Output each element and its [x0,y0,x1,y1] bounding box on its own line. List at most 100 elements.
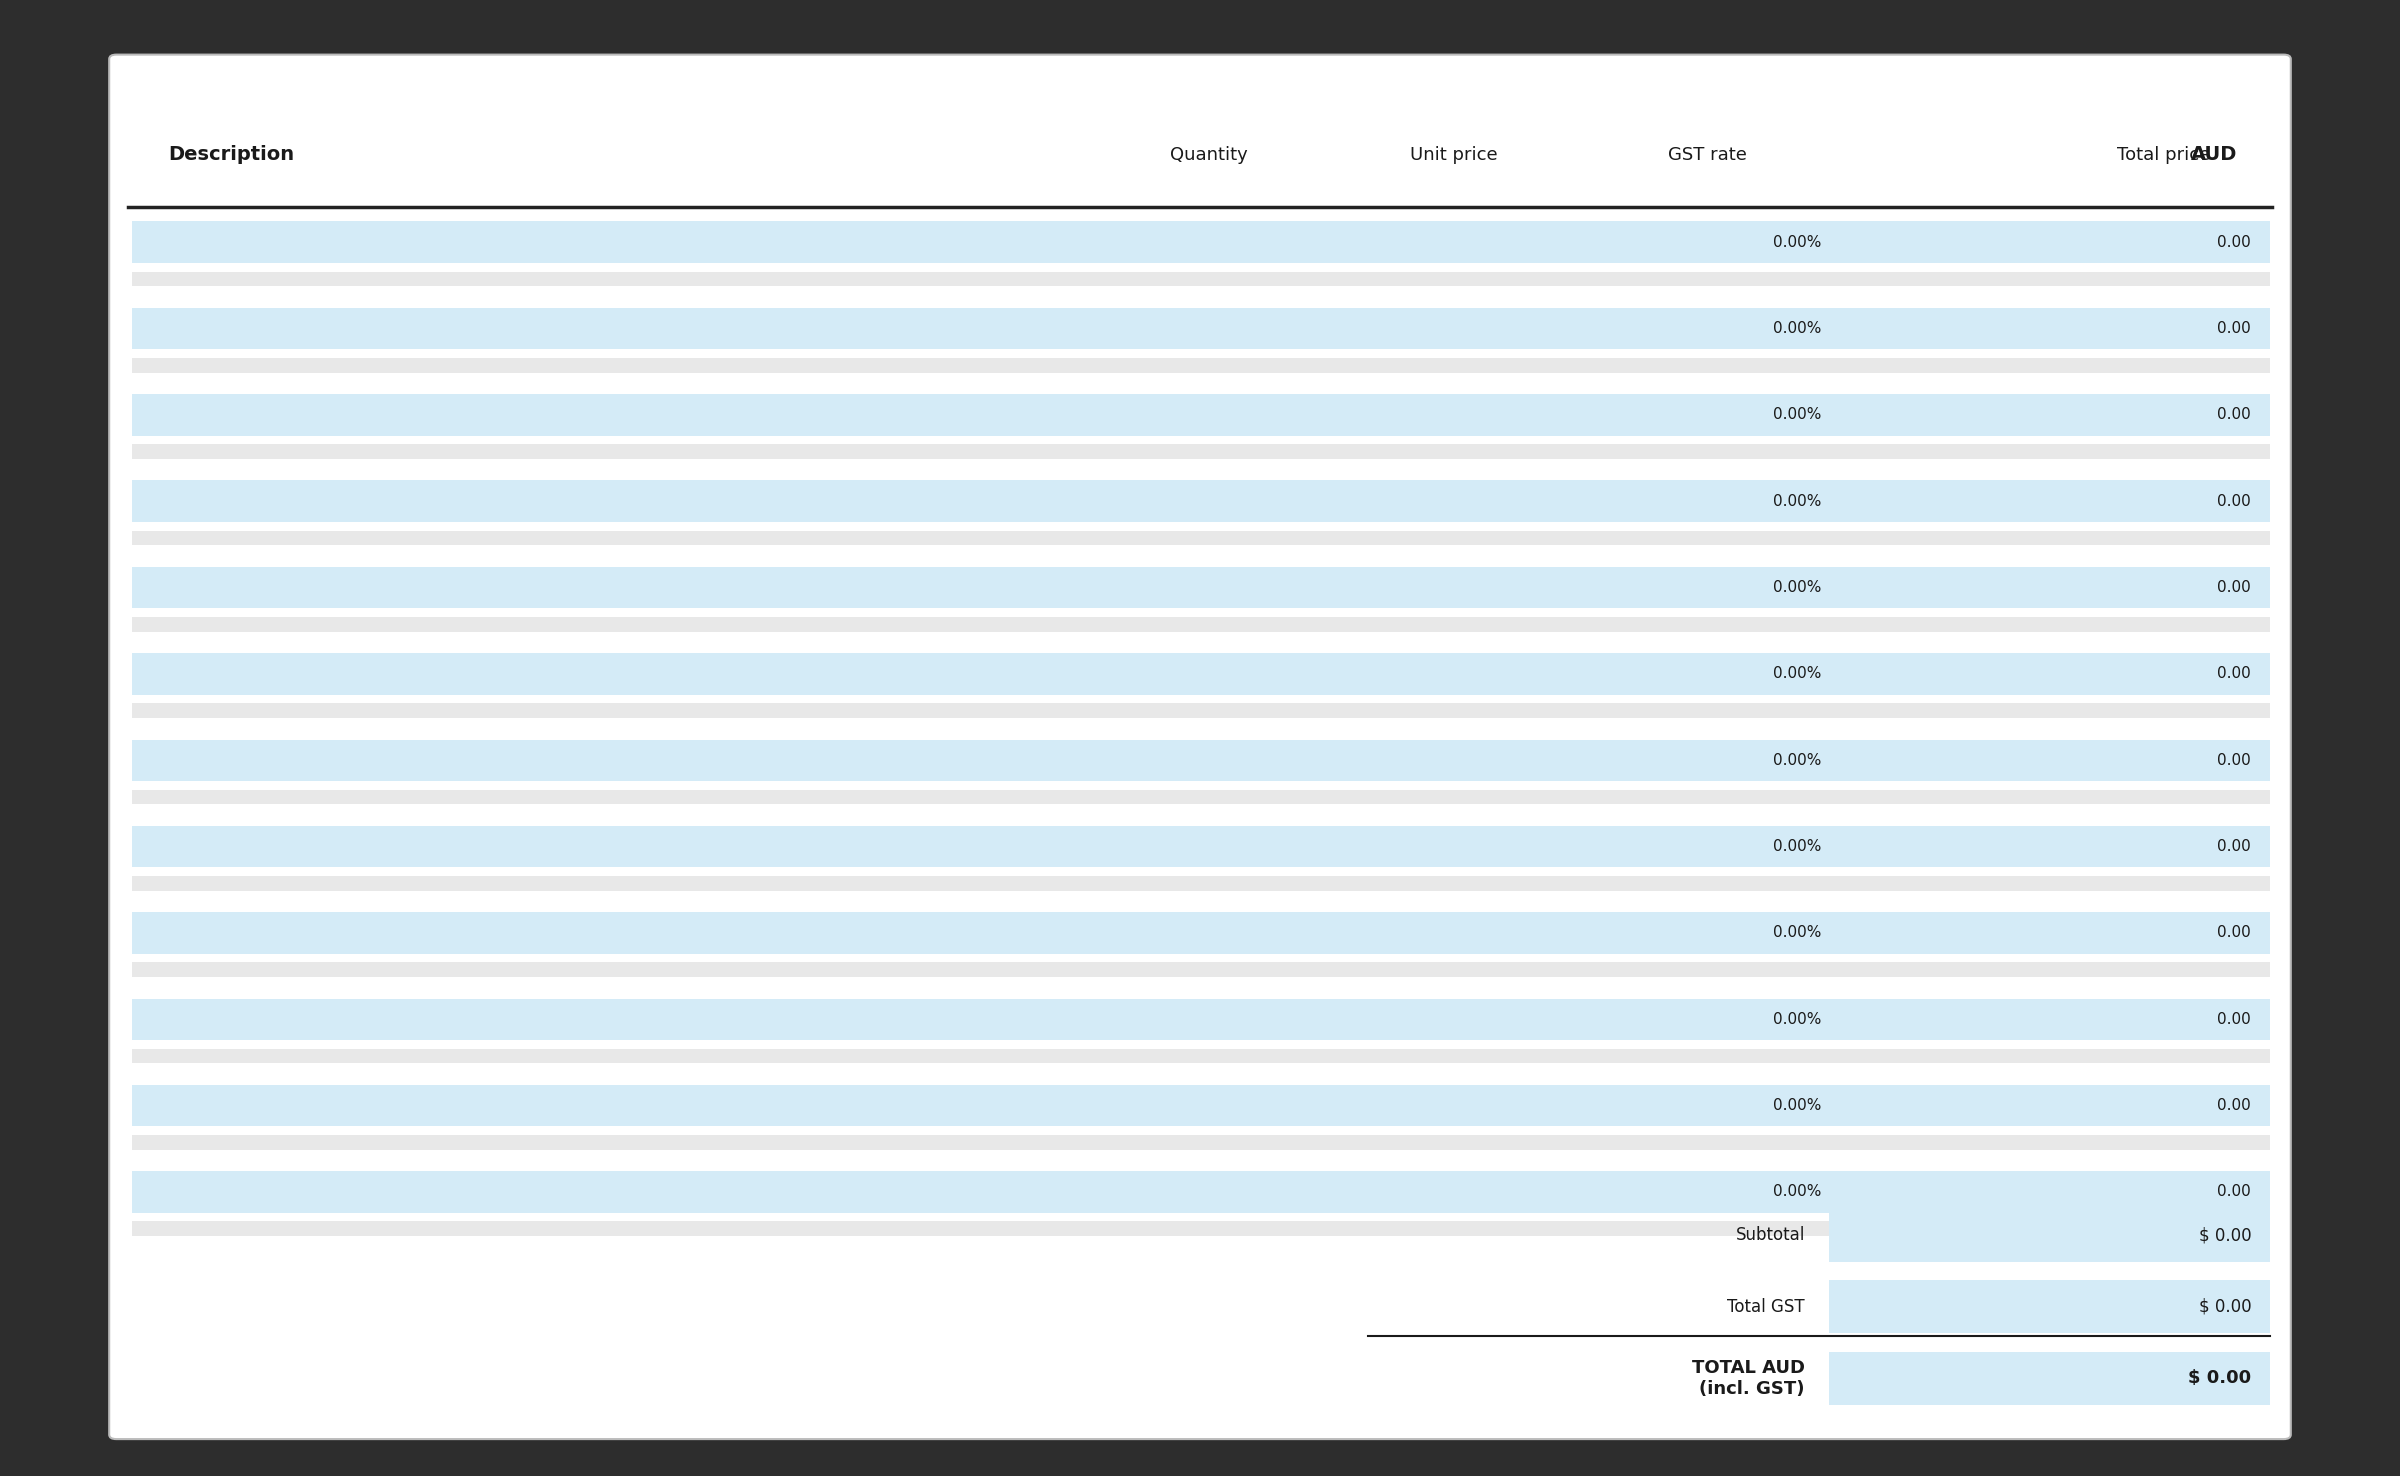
Bar [132,530,1603,545]
Bar [1603,1172,1829,1213]
Text: Description: Description [168,146,295,164]
Text: 0.00%: 0.00% [1774,407,1822,422]
Bar [1603,703,1829,717]
Bar [1829,739,2270,781]
Text: 0.00%: 0.00% [1774,666,1822,682]
Bar [132,1172,1603,1213]
Bar [1829,1209,2270,1262]
Text: $ 0.00: $ 0.00 [2198,1227,2251,1244]
Bar [132,875,1603,890]
Bar [1829,790,2270,804]
Text: Quantity: Quantity [1171,146,1248,164]
Bar [1603,481,1829,523]
Bar [1829,481,2270,523]
Bar [132,444,1603,459]
Bar [1603,827,1829,868]
Bar [1829,1135,2270,1150]
Text: GST rate: GST rate [1668,146,1747,164]
Bar [132,739,1603,781]
Bar [132,221,1603,263]
Bar [1829,912,2270,953]
Bar [1603,530,1829,545]
Bar [1829,357,2270,372]
Bar [132,654,1603,695]
Bar [1603,912,1829,953]
Text: Total price: Total price [2117,146,2215,164]
Bar [1603,1221,1829,1235]
Bar [1829,703,2270,717]
Bar [1603,272,1829,286]
Bar [1829,272,2270,286]
Bar [132,703,1603,717]
Bar [1829,1221,2270,1235]
Bar [132,357,1603,372]
Text: 0.00: 0.00 [2218,493,2251,509]
Bar [1829,1280,2270,1333]
Text: 0.00: 0.00 [2218,1184,2251,1200]
FancyBboxPatch shape [110,55,2292,1439]
Text: 0.00: 0.00 [2218,838,2251,855]
Text: 0.00%: 0.00% [1774,1184,1822,1200]
Bar [132,999,1603,1041]
Text: $ 0.00: $ 0.00 [2198,1297,2251,1315]
Text: 0.00%: 0.00% [1774,580,1822,595]
Text: 0.00: 0.00 [2218,925,2251,940]
Bar [1829,567,2270,608]
Text: 0.00%: 0.00% [1774,1098,1822,1113]
Bar [1603,999,1829,1041]
Bar [132,1085,1603,1126]
Bar [132,481,1603,523]
Text: 0.00%: 0.00% [1774,1011,1822,1027]
Bar [1829,530,2270,545]
Bar [132,567,1603,608]
Text: 0.00: 0.00 [2218,235,2251,249]
Bar [1603,617,1829,632]
Text: 0.00: 0.00 [2218,1098,2251,1113]
Bar [132,1048,1603,1063]
Bar [1603,221,1829,263]
Bar [1829,221,2270,263]
Bar [1829,1172,2270,1213]
Bar [1829,1352,2270,1405]
Bar [132,394,1603,435]
Bar [1603,567,1829,608]
Text: 0.00%: 0.00% [1774,753,1822,768]
Bar [132,308,1603,350]
Bar [132,1221,1603,1235]
Bar [1829,394,2270,435]
Bar [132,962,1603,977]
Bar [1829,1048,2270,1063]
Bar [132,912,1603,953]
Bar [1829,999,2270,1041]
Text: Unit price: Unit price [1409,146,1498,164]
Text: 0.00%: 0.00% [1774,235,1822,249]
Bar [1603,739,1829,781]
Bar [1603,394,1829,435]
Text: AUD: AUD [2191,146,2237,164]
Bar [1603,1135,1829,1150]
Text: Subtotal: Subtotal [1735,1227,1805,1244]
Bar [132,1135,1603,1150]
Bar [1603,1085,1829,1126]
Text: 0.00%: 0.00% [1774,925,1822,940]
Bar [1603,1048,1829,1063]
Text: $ 0.00: $ 0.00 [2189,1370,2251,1387]
Bar [1603,444,1829,459]
Bar [132,272,1603,286]
Text: 0.00: 0.00 [2218,320,2251,337]
Bar [1603,962,1829,977]
Text: 0.00: 0.00 [2218,580,2251,595]
Text: TOTAL AUD
(incl. GST): TOTAL AUD (incl. GST) [1692,1359,1805,1398]
Bar [1829,875,2270,890]
Bar [1829,308,2270,350]
Bar [1829,962,2270,977]
Text: 0.00%: 0.00% [1774,320,1822,337]
Bar [1829,827,2270,868]
Text: 0.00: 0.00 [2218,753,2251,768]
Bar [132,790,1603,804]
Text: 0.00: 0.00 [2218,1011,2251,1027]
Bar [1829,654,2270,695]
Bar [1829,617,2270,632]
Text: 0.00: 0.00 [2218,666,2251,682]
Bar [1603,875,1829,890]
